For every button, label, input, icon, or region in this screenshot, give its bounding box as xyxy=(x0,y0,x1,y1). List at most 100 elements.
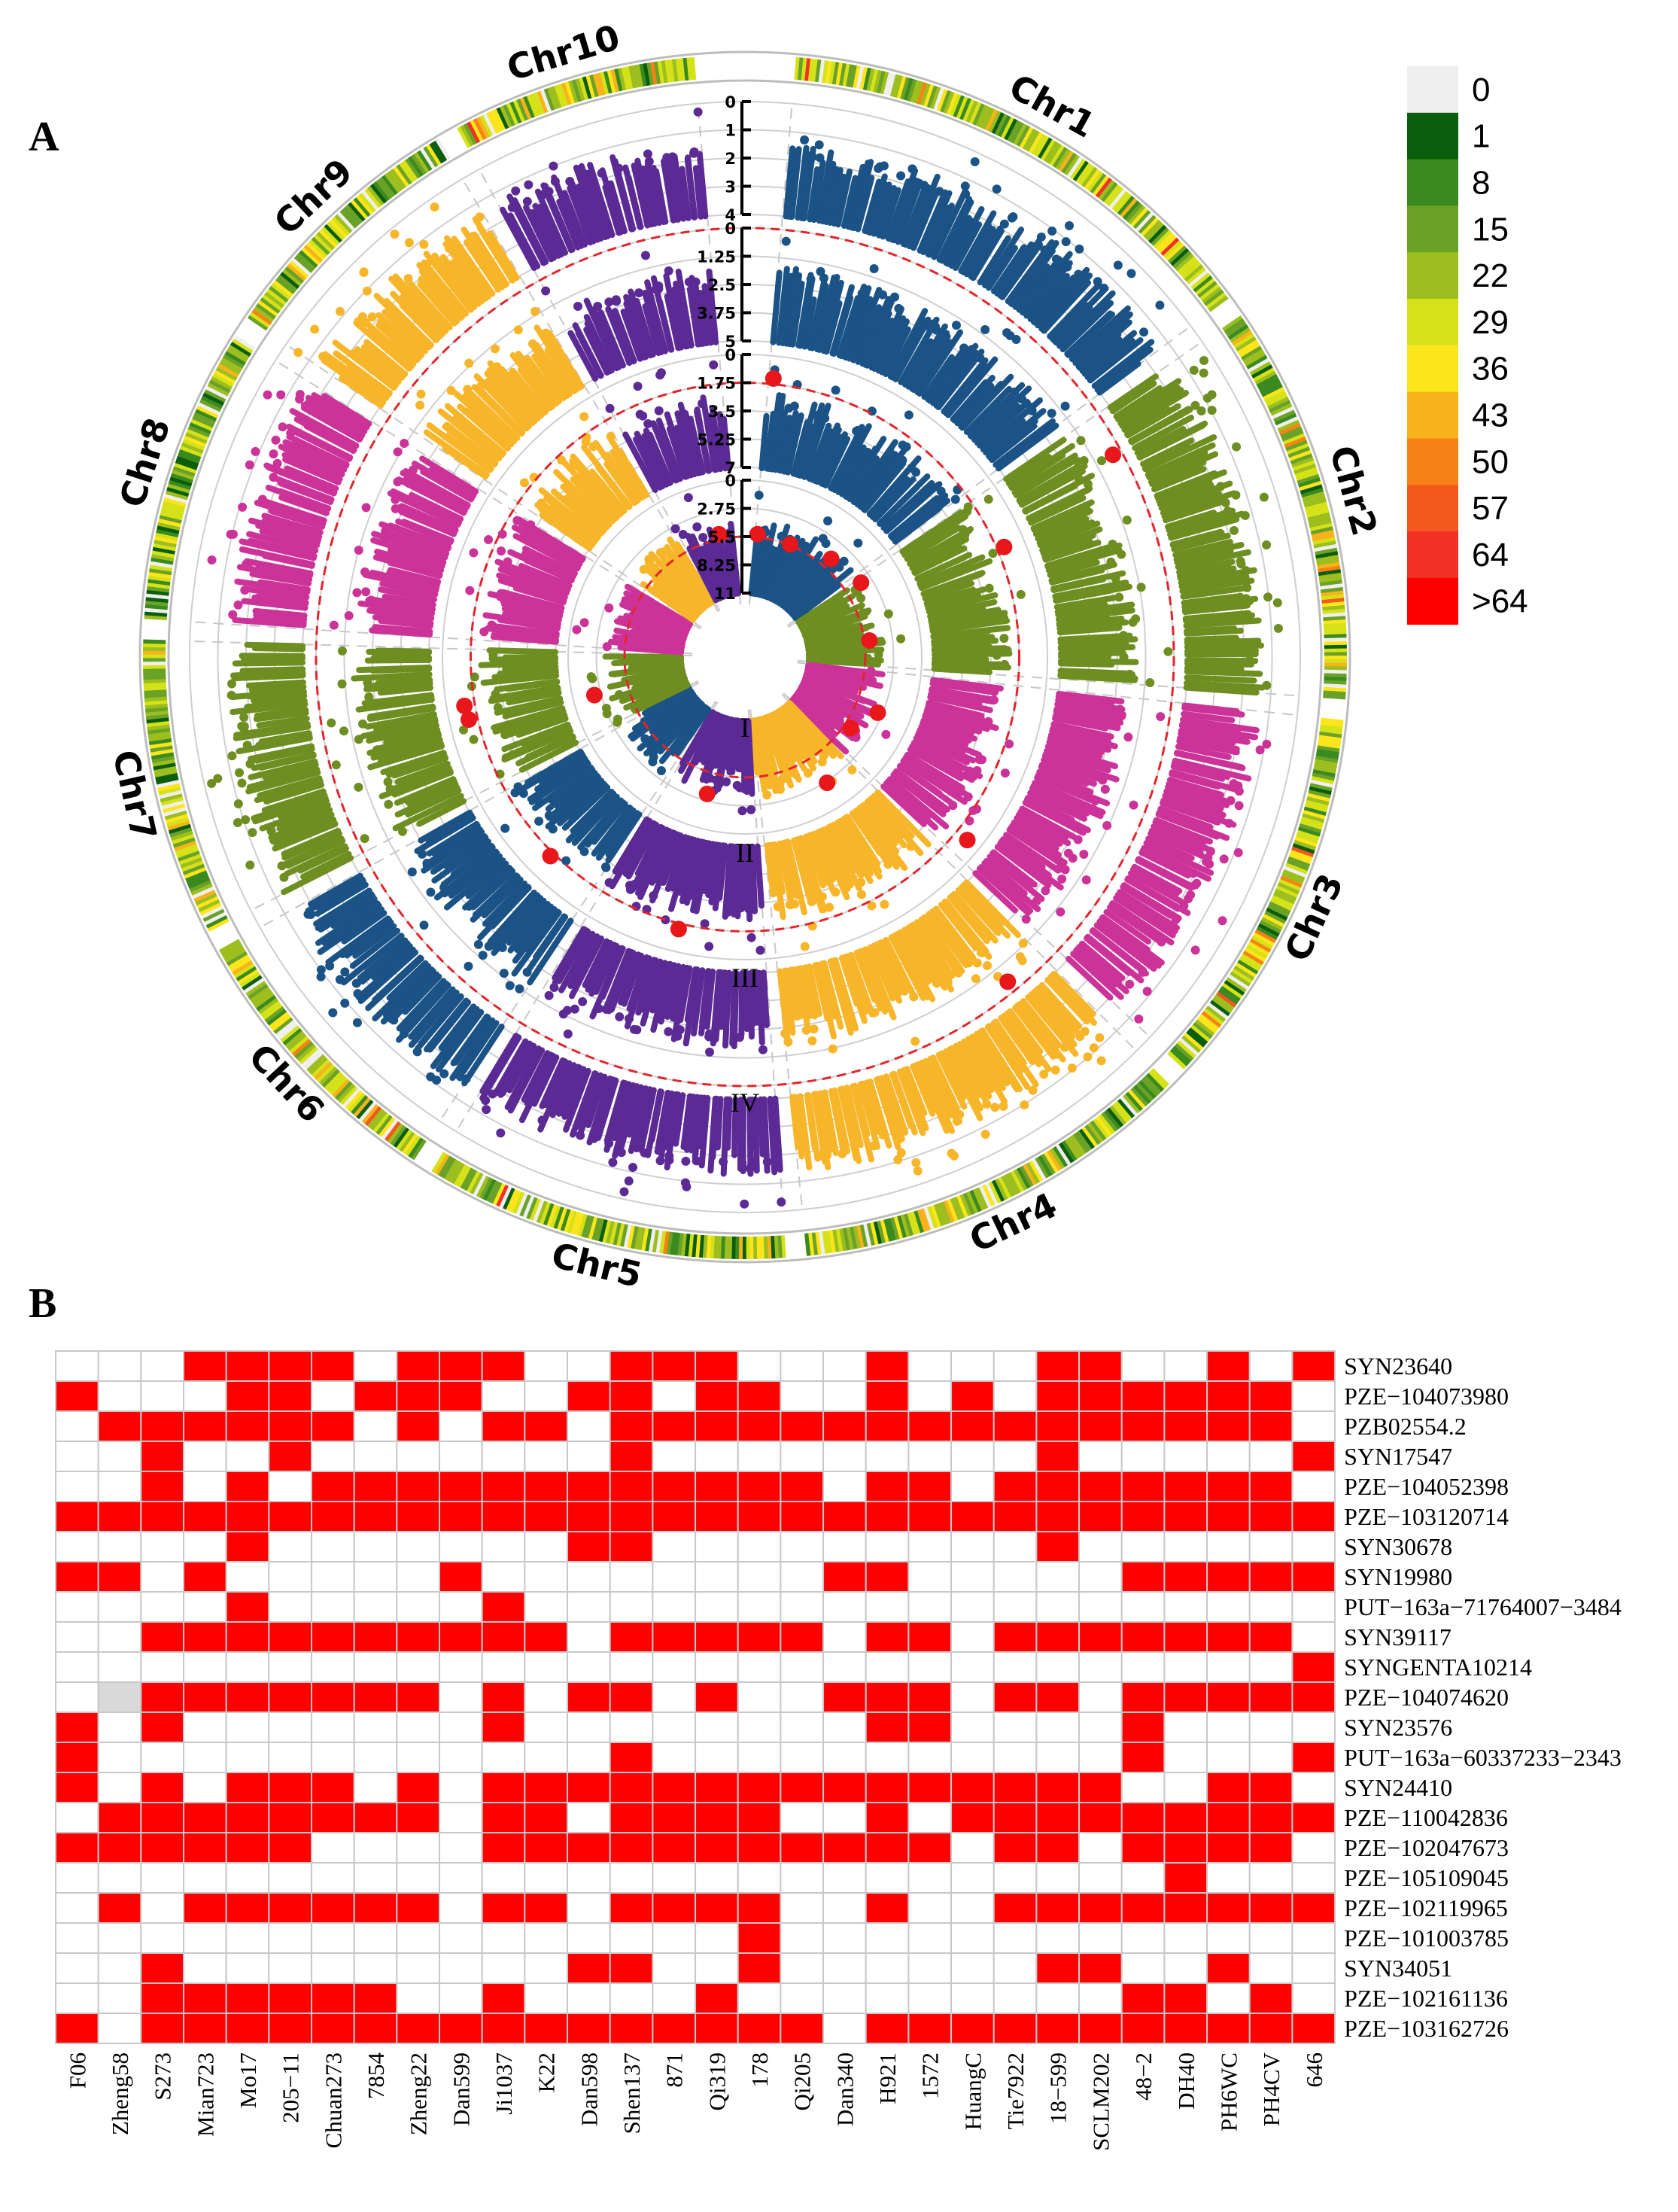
snp-point xyxy=(366,595,376,605)
density-segment xyxy=(1242,951,1264,966)
density-segment xyxy=(1257,377,1280,391)
snp-point xyxy=(790,899,800,909)
density-segment xyxy=(153,543,176,552)
heatmap-cell xyxy=(524,1380,569,1412)
snp-point xyxy=(890,292,900,302)
heatmap-cell xyxy=(97,1681,142,1713)
density-segment xyxy=(336,1083,355,1103)
density-segment xyxy=(1114,193,1132,214)
point-band xyxy=(737,1096,744,1172)
density-segment xyxy=(1172,1045,1192,1064)
density-segment xyxy=(1304,501,1328,512)
density-segment xyxy=(549,1205,561,1228)
snp-point xyxy=(558,1009,568,1019)
snp-point xyxy=(1155,300,1165,310)
density-segment xyxy=(289,260,309,278)
density-segment xyxy=(1248,358,1270,373)
heatmap-cell xyxy=(524,1711,569,1743)
heatmap-row-label: SYN34051 xyxy=(1344,1955,1452,1982)
point-band xyxy=(640,958,664,1027)
snp-point xyxy=(484,942,494,951)
point-band xyxy=(1079,336,1123,374)
density-segment xyxy=(311,236,330,255)
snp-point xyxy=(500,730,510,740)
point-band xyxy=(379,580,439,598)
heatmap-column-label: 205−11 xyxy=(278,2052,304,2123)
snp-point xyxy=(444,243,454,253)
density-segment xyxy=(182,863,205,875)
heatmap-cell xyxy=(1248,1501,1293,1532)
heatmap-cell xyxy=(481,2013,526,2044)
heatmap-cell xyxy=(1206,1561,1251,1593)
point-band xyxy=(1159,800,1221,826)
density-segment xyxy=(287,263,307,281)
point-band xyxy=(244,698,308,710)
heatmap-cell xyxy=(1035,1441,1081,1472)
point-band xyxy=(409,491,464,522)
point-band xyxy=(489,622,560,637)
point-band xyxy=(993,418,1056,468)
point-band xyxy=(370,943,413,981)
heatmap-row-label: SYN23576 xyxy=(1344,1714,1452,1741)
density-segment xyxy=(1226,321,1248,337)
snp-point xyxy=(335,975,345,984)
point-band xyxy=(616,448,650,498)
point-band xyxy=(916,729,966,755)
heatmap-cell xyxy=(865,1952,910,1984)
point-band xyxy=(511,197,549,266)
density-segment xyxy=(309,1056,328,1076)
heatmap-cell xyxy=(652,1501,697,1532)
density-segment xyxy=(232,338,254,354)
point-band xyxy=(883,326,911,378)
point-band xyxy=(583,314,615,374)
point-band xyxy=(521,724,573,749)
density-segment xyxy=(1106,186,1124,207)
density-segment xyxy=(331,216,351,236)
point-band xyxy=(959,884,1011,939)
heatmap-cell xyxy=(993,1982,1038,2014)
point-band xyxy=(430,833,488,875)
heatmap-cell xyxy=(439,1531,483,1562)
snp-point xyxy=(972,958,982,968)
density-segment xyxy=(1316,558,1340,566)
snp-point xyxy=(361,503,371,513)
density-segment xyxy=(552,1206,564,1229)
point-band xyxy=(1041,753,1120,783)
density-segment xyxy=(1120,198,1138,218)
snp-point xyxy=(481,1096,491,1106)
point-band xyxy=(482,880,527,927)
heatmap-cell xyxy=(439,1681,483,1713)
snp-point xyxy=(537,1115,547,1125)
density-segment xyxy=(407,1136,424,1158)
significant-hit xyxy=(1105,446,1122,464)
point-band xyxy=(789,698,850,755)
point-band xyxy=(1143,840,1214,876)
heatmap-cell xyxy=(183,1982,227,2014)
point-band xyxy=(625,174,644,230)
density-segment xyxy=(1175,253,1195,272)
heatmap-cell xyxy=(311,2013,355,2044)
snp-point xyxy=(505,981,515,990)
point-band xyxy=(918,723,969,747)
point-band xyxy=(588,468,628,514)
density-segment xyxy=(156,528,179,538)
snp-point xyxy=(1106,557,1116,567)
density-segment xyxy=(226,347,248,363)
snp-point xyxy=(470,672,479,682)
snp-point xyxy=(906,841,916,851)
point-band xyxy=(977,235,1011,286)
density-segment xyxy=(763,1236,768,1259)
density-legend-label: 57 xyxy=(1472,490,1509,527)
snp-point xyxy=(875,162,885,172)
density-segment xyxy=(1306,796,1330,806)
significant-hits xyxy=(456,370,1122,990)
point-band xyxy=(819,160,837,225)
heatmap-cell xyxy=(1206,1350,1251,1382)
heatmap-cell xyxy=(55,1471,99,1502)
heatmap-cell xyxy=(439,2013,483,2044)
snp-point xyxy=(363,677,372,687)
density-segment xyxy=(759,1236,765,1259)
density-segment xyxy=(355,1099,374,1119)
point-band xyxy=(910,190,939,251)
heatmap-cell xyxy=(1120,1711,1166,1743)
